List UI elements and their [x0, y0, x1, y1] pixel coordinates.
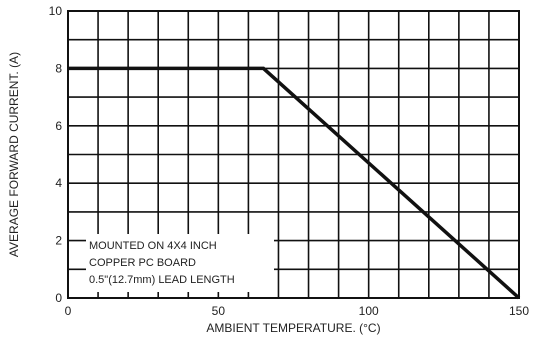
x-tick-labels: 0 50 100 150 — [65, 304, 530, 318]
x-tick-label: 0 — [65, 304, 72, 318]
series-group — [68, 66, 521, 300]
y-tick-labels: 0 2 4 6 8 10 — [49, 4, 63, 305]
y-tick-label: 2 — [55, 234, 62, 248]
y-tick-label: 6 — [55, 119, 62, 133]
x-tick-label: 150 — [509, 304, 529, 318]
y-tick-label: 4 — [55, 176, 62, 190]
annotation-line-3: 0.5"(12.7mm) LEAD LENGTH — [89, 274, 235, 286]
annotation-background — [86, 234, 274, 292]
grid — [67, 10, 520, 299]
y-tick-label: 0 — [55, 291, 62, 305]
plot-frame — [67, 10, 520, 299]
series-line — [68, 66, 521, 300]
annotation-line-1: MOUNTED ON 4X4 INCH — [89, 240, 217, 252]
x-tick-label: 100 — [359, 304, 379, 318]
x-tick-label: 50 — [212, 304, 226, 318]
y-tick-label: 10 — [49, 4, 63, 18]
annotation-box: MOUNTED ON 4X4 INCH COPPER PC BOARD 0.5"… — [86, 234, 274, 292]
y-tick-label: 8 — [55, 61, 62, 75]
y-axis-label: AVERAGE FORWARD CURRENT. (A) — [7, 52, 21, 257]
x-axis-label: AMBIENT TEMPERATURE. (°C) — [206, 321, 380, 335]
annotation-line-2: COPPER PC BOARD — [89, 257, 196, 269]
